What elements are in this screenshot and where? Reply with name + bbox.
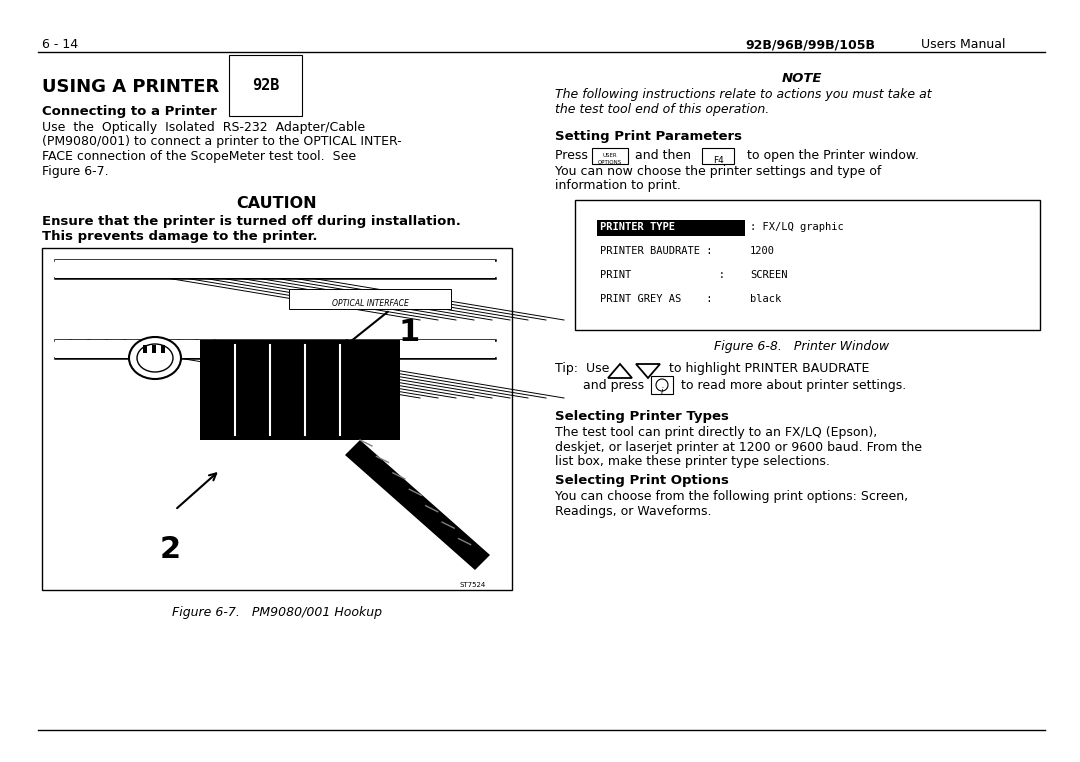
- Text: PRINT GREY AS    :: PRINT GREY AS :: [600, 294, 713, 304]
- FancyBboxPatch shape: [651, 376, 673, 394]
- Bar: [143, 345, 147, 353]
- Bar: [55, 260, 495, 278]
- Text: 6 - 14: 6 - 14: [42, 38, 78, 51]
- Text: deskjet, or laserjet printer at 1200 or 9600 baud. From the: deskjet, or laserjet printer at 1200 or …: [555, 440, 922, 453]
- Text: FACE connection of the ScopeMeter test tool.  See: FACE connection of the ScopeMeter test t…: [42, 150, 356, 163]
- Text: to highlight PRINTER BAUDRATE: to highlight PRINTER BAUDRATE: [665, 362, 869, 375]
- Text: The test tool can print directly to an FX/LQ (Epson),: The test tool can print directly to an F…: [555, 426, 877, 439]
- Text: USER: USER: [603, 153, 618, 158]
- Text: F4: F4: [713, 156, 724, 165]
- Text: You can now choose the printer settings and type of: You can now choose the printer settings …: [555, 165, 881, 178]
- Polygon shape: [345, 440, 490, 570]
- Text: Ensure that the printer is turned off during installation.: Ensure that the printer is turned off du…: [42, 215, 461, 228]
- Bar: [152, 345, 156, 353]
- Text: Use  the  Optically  Isolated  RS-232  Adapter/Cable: Use the Optically Isolated RS-232 Adapte…: [42, 121, 365, 134]
- Text: Readings, or Waveforms.: Readings, or Waveforms.: [555, 504, 712, 517]
- Text: information to print.: information to print.: [555, 179, 680, 192]
- Text: NOTE: NOTE: [782, 72, 822, 85]
- Text: Figure 6-7.   PM9080/001 Hookup: Figure 6-7. PM9080/001 Hookup: [172, 606, 382, 619]
- Bar: [575, 200, 1040, 330]
- Text: (PM9080/001) to connect a printer to the OPTICAL INTER-: (PM9080/001) to connect a printer to the…: [42, 136, 402, 149]
- Bar: [161, 345, 164, 353]
- Text: Figure 6-7.: Figure 6-7.: [42, 165, 109, 178]
- Text: Selecting Printer Types: Selecting Printer Types: [555, 410, 729, 423]
- Text: 92B: 92B: [252, 78, 280, 93]
- Text: 1200: 1200: [750, 246, 775, 256]
- Text: Press: Press: [555, 149, 592, 162]
- Text: CAUTION: CAUTION: [237, 196, 318, 211]
- Text: ST7524: ST7524: [460, 582, 486, 588]
- Text: PRINTER BAUDRATE :: PRINTER BAUDRATE :: [600, 246, 713, 256]
- Text: i: i: [661, 387, 663, 396]
- Text: PRINT              :: PRINT :: [600, 270, 725, 280]
- Text: Tip:  Use: Tip: Use: [555, 362, 613, 375]
- Text: You can choose from the following print options: Screen,: You can choose from the following print …: [555, 490, 908, 503]
- Text: to open the Printer window.: to open the Printer window.: [739, 149, 919, 162]
- Text: Figure 6-8.   Printer Window: Figure 6-8. Printer Window: [715, 340, 890, 353]
- Text: : FX/LQ graphic: : FX/LQ graphic: [750, 222, 843, 232]
- Text: and then: and then: [631, 149, 696, 162]
- Text: list box, make these printer type selections.: list box, make these printer type select…: [555, 455, 829, 468]
- Bar: [200, 340, 400, 440]
- Text: to read more about printer settings.: to read more about printer settings.: [677, 379, 906, 392]
- Text: This prevents damage to the printer.: This prevents damage to the printer.: [42, 230, 318, 243]
- Text: SCREEN: SCREEN: [750, 270, 787, 280]
- Text: The following instructions relate to actions you must take at: The following instructions relate to act…: [555, 88, 932, 101]
- Bar: [55, 340, 495, 358]
- Text: the test tool end of this operation.: the test tool end of this operation.: [555, 103, 769, 116]
- Bar: [597, 220, 745, 236]
- Text: USING A PRINTER: USING A PRINTER: [42, 78, 226, 96]
- Text: Selecting Print Options: Selecting Print Options: [555, 474, 729, 487]
- Text: black: black: [750, 294, 781, 304]
- Text: Setting Print Parameters: Setting Print Parameters: [555, 130, 742, 143]
- FancyBboxPatch shape: [702, 148, 734, 164]
- Text: OPTICAL INTERFACE: OPTICAL INTERFACE: [332, 299, 408, 308]
- Text: 2: 2: [160, 535, 181, 564]
- Ellipse shape: [129, 337, 181, 379]
- Text: OPTIONS: OPTIONS: [598, 160, 622, 165]
- Text: Connecting to a Printer: Connecting to a Printer: [42, 105, 217, 118]
- Text: Users Manual: Users Manual: [905, 38, 1005, 51]
- FancyBboxPatch shape: [592, 148, 627, 164]
- Bar: [42, 248, 512, 590]
- FancyBboxPatch shape: [289, 289, 451, 309]
- Text: and press: and press: [583, 379, 648, 392]
- Text: 1: 1: [399, 318, 419, 347]
- Text: 92B/96B/99B/105B: 92B/96B/99B/105B: [745, 38, 875, 51]
- Ellipse shape: [137, 344, 173, 372]
- Text: PRINTER TYPE: PRINTER TYPE: [600, 222, 675, 232]
